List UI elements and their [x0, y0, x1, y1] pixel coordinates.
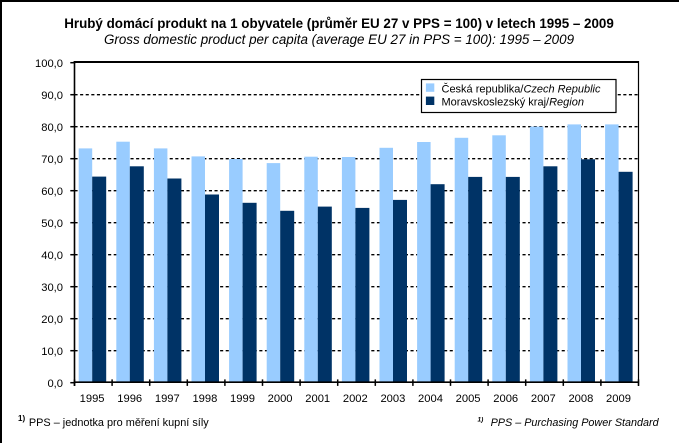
svg-text:10,0: 10,0	[41, 346, 63, 358]
svg-text:1): 1)	[478, 416, 484, 423]
svg-text:100,0: 100,0	[35, 58, 63, 70]
svg-text:Moravskoslezský kraj/Region: Moravskoslezský kraj/Region	[442, 97, 584, 109]
svg-text:90,0: 90,0	[41, 90, 63, 102]
svg-text:50,0: 50,0	[41, 218, 63, 230]
svg-text:2008: 2008	[568, 393, 593, 405]
svg-text:60,0: 60,0	[41, 186, 63, 198]
svg-text:20,0: 20,0	[41, 314, 63, 326]
svg-text:Gross domestic product per cap: Gross domestic product per capita (avera…	[104, 32, 575, 47]
svg-text:2004: 2004	[418, 393, 443, 405]
svg-text:0,0: 0,0	[47, 378, 63, 390]
svg-text:Česká republika/Czech Republic: Česká republika/Czech Republic	[442, 82, 601, 95]
svg-text:PPS – Purchasing Power Standar: PPS – Purchasing Power Standard	[491, 417, 660, 429]
svg-text:Hrubý domácí produkt na 1 obyv: Hrubý domácí produkt na 1 obyvatele (prů…	[64, 16, 614, 31]
svg-text:2003: 2003	[380, 393, 405, 405]
svg-text:2009: 2009	[606, 393, 631, 405]
svg-text:70,0: 70,0	[41, 154, 63, 166]
svg-text:2006: 2006	[493, 393, 518, 405]
svg-text:80,0: 80,0	[41, 122, 63, 134]
svg-text:1999: 1999	[230, 393, 255, 405]
svg-text:PPS – jednotka pro měření kupn: PPS – jednotka pro měření kupní síly	[29, 417, 209, 429]
svg-text:1997: 1997	[155, 393, 180, 405]
svg-text:2000: 2000	[268, 393, 293, 405]
svg-text:1): 1)	[18, 414, 25, 423]
svg-text:2007: 2007	[531, 393, 556, 405]
svg-text:2002: 2002	[343, 393, 368, 405]
svg-text:1996: 1996	[117, 393, 142, 405]
svg-text:2001: 2001	[305, 393, 330, 405]
svg-text:40,0: 40,0	[41, 250, 63, 262]
svg-text:1995: 1995	[80, 393, 105, 405]
svg-text:1998: 1998	[192, 393, 217, 405]
svg-text:2005: 2005	[456, 393, 481, 405]
svg-text:30,0: 30,0	[41, 282, 63, 294]
